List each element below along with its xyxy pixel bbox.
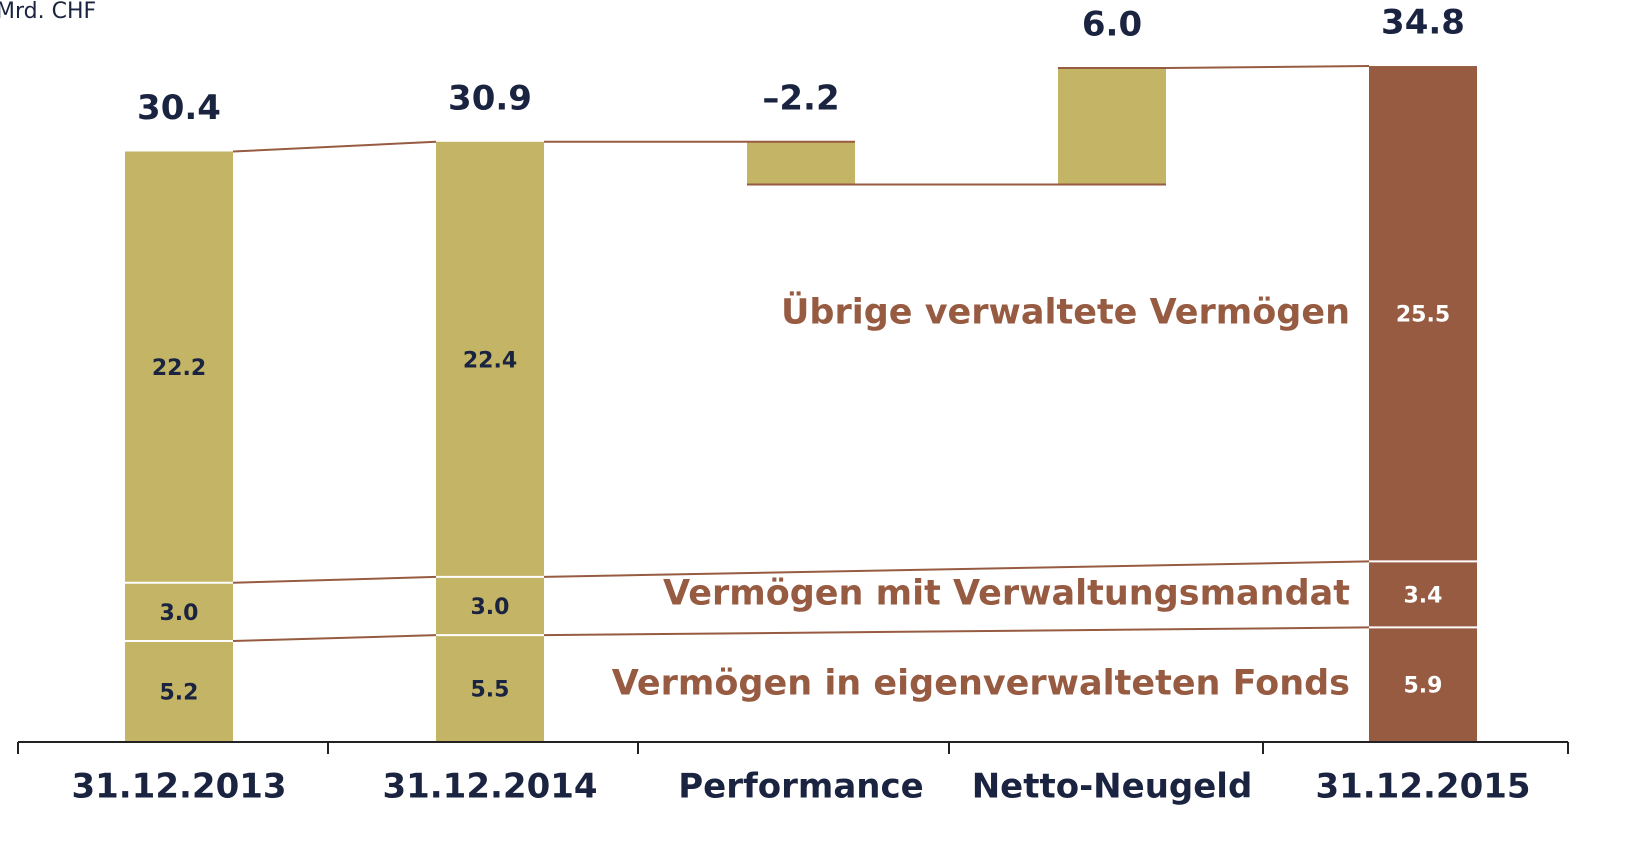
series-label: Übrige verwaltete Vermögen <box>781 291 1350 333</box>
bar-segment <box>436 141 544 577</box>
series-label: Vermögen mit Verwaltungsmandat <box>663 573 1350 613</box>
bar-segment <box>125 151 233 583</box>
bar-segment <box>436 576 544 636</box>
x-tick-label: Netto-Neugeld <box>972 767 1253 807</box>
segment-connector <box>232 634 437 642</box>
segment-connector <box>543 626 1370 637</box>
value-label: 30.4 <box>137 88 221 128</box>
segment-label: 3.0 <box>471 595 510 620</box>
segment-label: 3.4 <box>1404 583 1443 608</box>
bar-segment <box>1369 561 1477 628</box>
bar-segment <box>125 582 233 641</box>
segment-label: 5.9 <box>1404 674 1443 699</box>
bar-segment <box>1369 627 1477 742</box>
bar-segment <box>125 640 233 742</box>
segment-label: 22.4 <box>463 348 517 373</box>
x-tick-label: 31.12.2015 <box>1315 767 1530 807</box>
connector <box>1165 65 1370 69</box>
segment-label: 5.5 <box>471 678 510 703</box>
bar <box>1058 67 1166 185</box>
x-tick-label: 31.12.2014 <box>382 767 597 807</box>
bar <box>747 141 855 185</box>
value-label: 34.8 <box>1381 3 1465 43</box>
segment-label: 3.0 <box>160 601 199 626</box>
value-label: –2.2 <box>762 78 839 118</box>
connector <box>232 140 437 153</box>
segment-label: 25.5 <box>1396 303 1450 328</box>
segment-connector <box>232 575 437 584</box>
segment-label: 5.2 <box>160 680 199 705</box>
x-tick-label: Performance <box>678 767 923 807</box>
value-label: 6.0 <box>1082 4 1142 44</box>
series-label: Vermögen in eigenverwalteten Fonds <box>612 664 1350 704</box>
bar-segment <box>1369 66 1477 562</box>
value-label: 30.9 <box>448 78 532 118</box>
segment-label: 22.2 <box>152 356 206 381</box>
x-tick-label: 31.12.2013 <box>71 767 286 807</box>
unit-label: Mrd. CHF <box>0 0 96 24</box>
segment-connector <box>543 560 1370 578</box>
bar-segment <box>436 635 544 742</box>
